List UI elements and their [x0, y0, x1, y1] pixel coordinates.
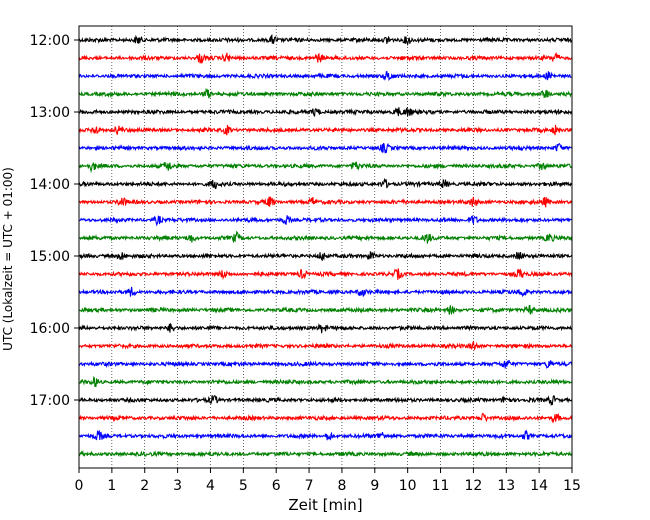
trace-line	[78, 394, 573, 407]
trace-line	[78, 142, 573, 154]
seismogram-trace	[78, 429, 573, 441]
x-axis-ticks: 0 1 2 3 4 5 6 7 8 9 10 11 12 13 14 15	[75, 468, 581, 494]
seismogram-trace	[78, 304, 573, 315]
y-tick-label: 14:00	[30, 177, 70, 193]
seismogram-trace	[78, 87, 573, 99]
trace-line	[78, 375, 573, 387]
y-tick-label: 13:00	[30, 105, 70, 121]
seismogram-trace	[78, 142, 573, 154]
seismogram-trace	[78, 230, 573, 244]
seismogram-trace	[78, 106, 573, 117]
seismogram-trace	[78, 51, 573, 65]
x-tick-label: 13	[497, 478, 515, 494]
seismogram-trace	[78, 375, 573, 387]
trace-line	[78, 412, 573, 424]
trace-line	[78, 340, 573, 351]
trace-line	[78, 87, 573, 99]
y-tick-label: 12:00	[30, 33, 70, 49]
x-tick-label: 10	[399, 478, 417, 494]
x-tick-label: 5	[239, 478, 248, 494]
trace-line	[78, 106, 573, 117]
seismogram-trace	[78, 322, 573, 334]
trace-line	[78, 230, 573, 244]
seismogram-trace	[78, 286, 573, 298]
seismogram-trace	[78, 359, 573, 369]
x-tick-label: 11	[432, 478, 450, 494]
trace-line	[78, 177, 573, 190]
trace-line	[78, 268, 573, 281]
x-tick-label: 6	[272, 478, 281, 494]
x-tick-label: 9	[370, 478, 379, 494]
seismogram-trace	[78, 268, 573, 281]
seismogram-trace	[78, 215, 573, 227]
trace-line	[78, 304, 573, 315]
trace-line	[78, 70, 573, 82]
trace-line	[78, 124, 573, 136]
seismogram-trace	[78, 412, 573, 424]
y-tick-label: 16:00	[30, 321, 70, 337]
x-tick-label: 0	[75, 478, 84, 494]
seismogram-trace	[78, 161, 573, 174]
x-tick-label: 4	[206, 478, 215, 494]
x-tick-label: 1	[107, 478, 116, 494]
trace-line	[78, 215, 573, 227]
trace-line	[78, 449, 573, 458]
y-tick-label: 15:00	[30, 249, 70, 265]
seismogram-traces	[78, 34, 573, 458]
trace-line	[78, 251, 573, 262]
trace-line	[78, 196, 573, 208]
seismogram-trace	[78, 449, 573, 458]
x-tick-label: 7	[305, 478, 314, 494]
seismogram-trace	[78, 70, 573, 82]
seismogram-trace	[78, 340, 573, 351]
trace-line	[78, 51, 573, 65]
x-tick-label: 2	[140, 478, 149, 494]
plot-frame	[78, 25, 573, 469]
trace-line	[78, 359, 573, 369]
x-tick-label: 8	[337, 478, 346, 494]
trace-line	[78, 161, 573, 174]
seismogram-trace	[78, 394, 573, 407]
seismogram-trace	[78, 196, 573, 208]
trace-line	[78, 286, 573, 298]
y-axis-title: UTC (Lokalzeit = UTC + 01:00)	[1, 167, 15, 351]
seismogram-trace	[78, 251, 573, 262]
trace-line	[78, 34, 573, 47]
x-axis-title: Zeit [min]	[288, 496, 362, 514]
seismogram-trace	[78, 124, 573, 136]
seismogram-trace	[78, 177, 573, 190]
y-tick-label: 17:00	[30, 393, 70, 409]
x-tick-label: 3	[173, 478, 182, 494]
trace-line	[78, 429, 573, 441]
seismogram-trace	[78, 34, 573, 47]
trace-line	[78, 322, 573, 334]
x-tick-label: 12	[464, 478, 482, 494]
y-axis-ticks: 12:00 13:00 14:00 15:00 16:00 17:00	[30, 33, 79, 409]
x-tick-label: 14	[530, 478, 548, 494]
x-tick-label: 15	[563, 478, 581, 494]
